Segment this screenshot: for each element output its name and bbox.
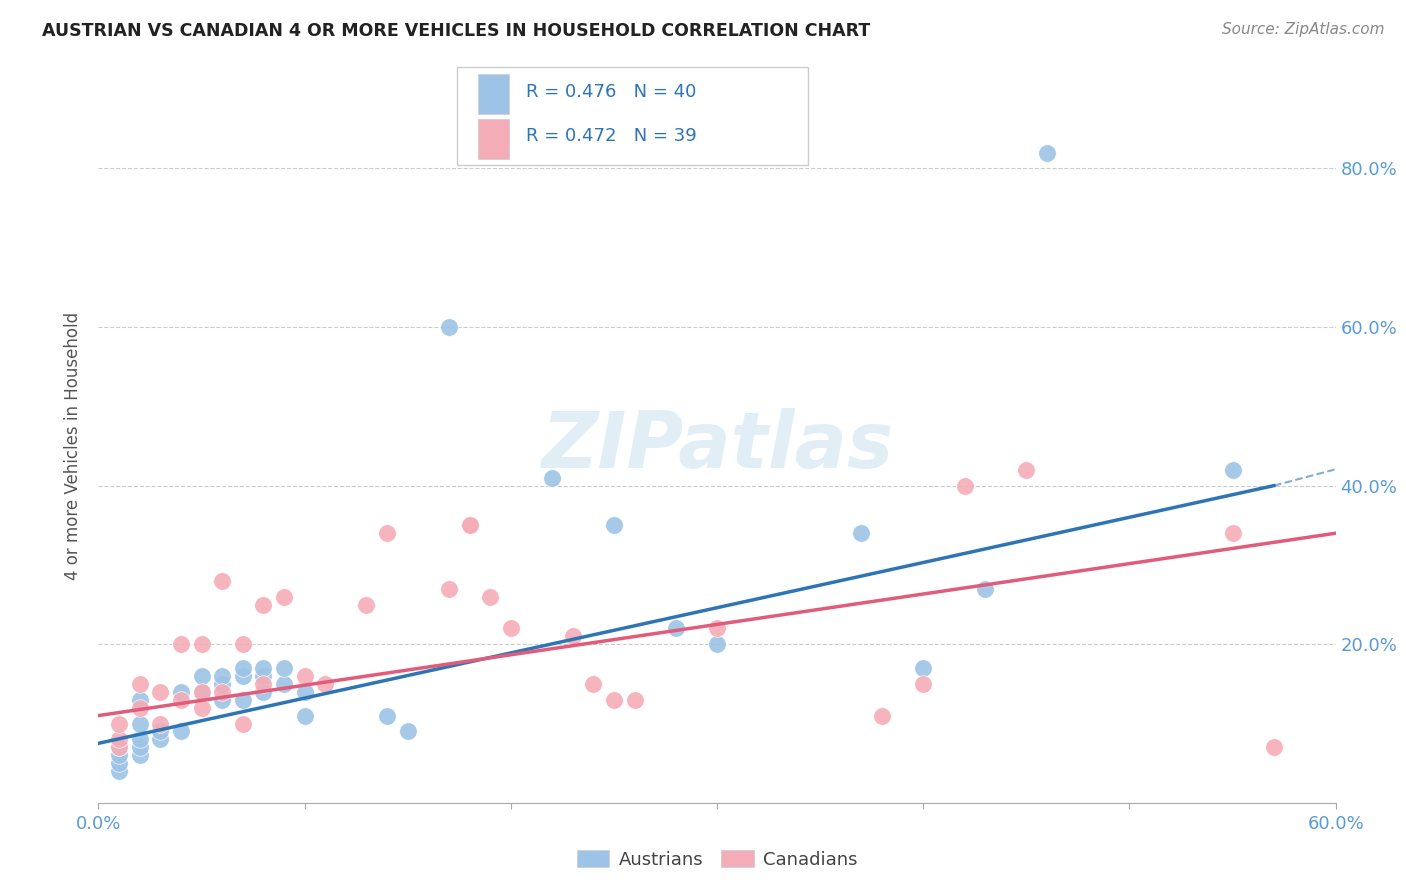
Point bbox=[211, 669, 233, 683]
Point bbox=[356, 598, 378, 612]
Point bbox=[375, 526, 398, 541]
Point bbox=[170, 685, 193, 699]
Point bbox=[294, 669, 316, 683]
Point bbox=[314, 677, 336, 691]
Text: Source: ZipAtlas.com: Source: ZipAtlas.com bbox=[1222, 22, 1385, 37]
Point bbox=[706, 637, 728, 651]
Point bbox=[458, 518, 481, 533]
Point bbox=[108, 716, 131, 731]
Point bbox=[108, 740, 131, 755]
Point bbox=[232, 637, 254, 651]
Point bbox=[375, 708, 398, 723]
Point bbox=[953, 478, 976, 492]
Point bbox=[108, 756, 131, 771]
Point bbox=[437, 320, 460, 334]
Point bbox=[706, 621, 728, 635]
Point bbox=[190, 685, 212, 699]
Point bbox=[170, 637, 193, 651]
Point bbox=[273, 590, 295, 604]
Point bbox=[252, 669, 274, 683]
Point bbox=[252, 677, 274, 691]
Point bbox=[252, 685, 274, 699]
Point bbox=[211, 677, 233, 691]
Point bbox=[108, 732, 131, 747]
Point bbox=[211, 685, 233, 699]
Text: ZIPatlas: ZIPatlas bbox=[541, 408, 893, 484]
Point bbox=[232, 716, 254, 731]
Point bbox=[870, 708, 893, 723]
Point bbox=[149, 716, 172, 731]
Point bbox=[128, 677, 150, 691]
Point bbox=[170, 692, 193, 706]
Point bbox=[458, 518, 481, 533]
Point bbox=[128, 692, 150, 706]
Text: AUSTRIAN VS CANADIAN 4 OR MORE VEHICLES IN HOUSEHOLD CORRELATION CHART: AUSTRIAN VS CANADIAN 4 OR MORE VEHICLES … bbox=[42, 22, 870, 40]
Point bbox=[252, 598, 274, 612]
Point bbox=[437, 582, 460, 596]
Point bbox=[211, 692, 233, 706]
Point bbox=[1036, 145, 1059, 160]
Point bbox=[190, 637, 212, 651]
Point bbox=[108, 740, 131, 755]
Point bbox=[1015, 463, 1038, 477]
Point bbox=[232, 661, 254, 675]
Point bbox=[294, 708, 316, 723]
Point bbox=[128, 748, 150, 763]
Point bbox=[974, 582, 997, 596]
Point bbox=[912, 661, 935, 675]
Point bbox=[603, 518, 626, 533]
Point bbox=[912, 677, 935, 691]
Point bbox=[1263, 740, 1285, 755]
Point bbox=[149, 724, 172, 739]
Point bbox=[479, 590, 502, 604]
Point bbox=[190, 669, 212, 683]
Point bbox=[561, 629, 583, 643]
Legend: Austrians, Canadians: Austrians, Canadians bbox=[569, 843, 865, 876]
Point bbox=[1222, 463, 1244, 477]
Point bbox=[232, 692, 254, 706]
Point bbox=[170, 724, 193, 739]
Point bbox=[396, 724, 419, 739]
Point bbox=[499, 621, 522, 635]
Point bbox=[273, 677, 295, 691]
Point bbox=[128, 700, 150, 714]
Point bbox=[190, 700, 212, 714]
Point bbox=[108, 748, 131, 763]
Point bbox=[273, 661, 295, 675]
Y-axis label: 4 or more Vehicles in Household: 4 or more Vehicles in Household bbox=[65, 312, 83, 580]
Point bbox=[211, 574, 233, 588]
Point bbox=[1222, 526, 1244, 541]
Point bbox=[128, 716, 150, 731]
Point bbox=[582, 677, 605, 691]
Point bbox=[294, 685, 316, 699]
Point bbox=[252, 661, 274, 675]
Text: R = 0.476   N = 40: R = 0.476 N = 40 bbox=[526, 83, 696, 101]
Point bbox=[149, 685, 172, 699]
Text: R = 0.472   N = 39: R = 0.472 N = 39 bbox=[526, 128, 696, 145]
Point bbox=[128, 740, 150, 755]
Point bbox=[232, 669, 254, 683]
Point bbox=[149, 732, 172, 747]
Point bbox=[623, 692, 645, 706]
Point bbox=[190, 685, 212, 699]
Point bbox=[603, 692, 626, 706]
Point bbox=[665, 621, 688, 635]
Point bbox=[541, 471, 564, 485]
Point bbox=[851, 526, 873, 541]
Point bbox=[108, 764, 131, 778]
Point bbox=[128, 732, 150, 747]
